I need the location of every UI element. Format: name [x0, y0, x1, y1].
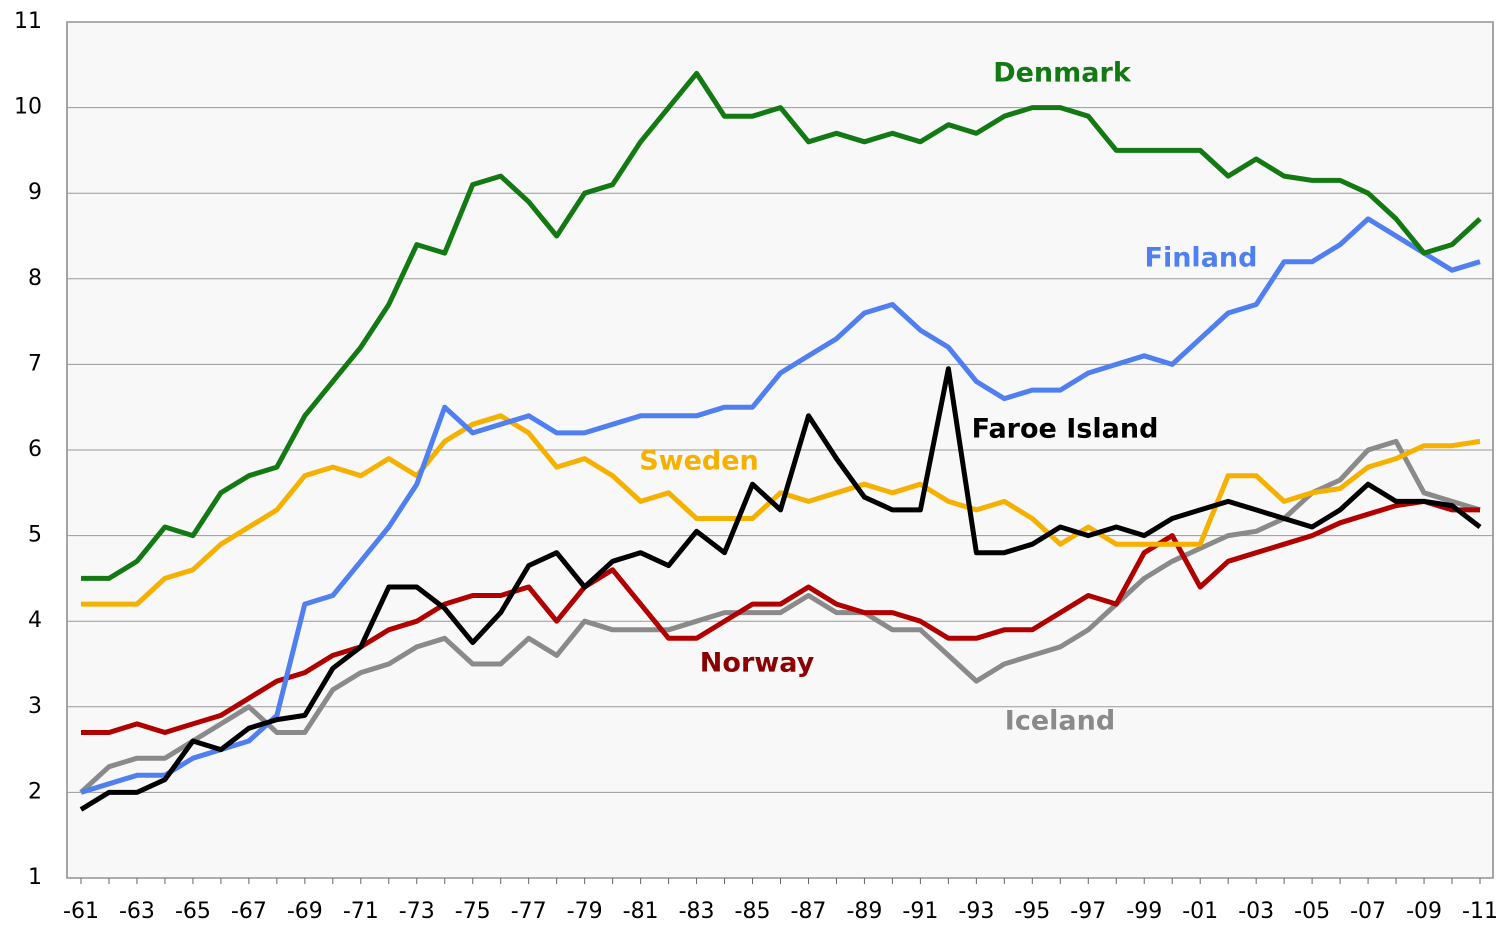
x-tick-label: -97	[1070, 899, 1106, 924]
y-tick-label: 9	[28, 180, 42, 205]
x-tick-label: -91	[902, 899, 938, 924]
x-tick-label: -67	[231, 899, 267, 924]
series-label: Sweden	[639, 446, 759, 477]
x-tick-label: -03	[1238, 899, 1274, 924]
x-tick-label: -63	[119, 899, 155, 924]
x-tick-label: -11	[1462, 899, 1498, 924]
x-tick-label: -01	[1182, 899, 1218, 924]
x-tick-label: -07	[1350, 899, 1386, 924]
x-tick-label: -99	[1126, 899, 1162, 924]
x-tick-label: -09	[1406, 899, 1442, 924]
series-label: Norway	[700, 648, 815, 679]
series-label: Faroe Island	[972, 414, 1159, 445]
y-tick-label: 4	[28, 608, 42, 633]
x-tick-label: -73	[399, 899, 435, 924]
series-line	[79, 366, 1482, 812]
x-tick-label: -69	[287, 899, 323, 924]
x-tick-label: -95	[1014, 899, 1050, 924]
series-line	[81, 413, 1481, 607]
y-tick-label: 10	[14, 95, 42, 120]
x-tick-label: -83	[679, 899, 715, 924]
series-line	[81, 498, 1480, 735]
x-tick-label: -87	[791, 899, 827, 924]
y-tick-label: 3	[28, 694, 42, 719]
x-tick-label: -93	[958, 899, 994, 924]
series-label: Iceland	[1005, 706, 1115, 737]
y-tick-label: 7	[28, 351, 42, 376]
y-tick-label: 2	[28, 779, 42, 804]
y-tick-label: 11	[14, 9, 42, 34]
y-tick-label: 1	[28, 865, 42, 890]
series-line	[79, 438, 1481, 795]
series-line	[81, 70, 1482, 581]
x-tick-label: -77	[511, 899, 547, 924]
y-tick-label: 6	[28, 437, 42, 462]
series-label: Denmark	[993, 58, 1132, 89]
y-tick-label: 5	[28, 523, 42, 548]
x-tick-label: -81	[623, 899, 659, 924]
series-label: Finland	[1145, 243, 1258, 274]
x-tick-label: -89	[846, 899, 882, 924]
x-tick-label: -61	[63, 899, 99, 924]
x-tick-label: -05	[1294, 899, 1330, 924]
x-tick-label: -65	[175, 899, 211, 924]
y-tick-label: 8	[28, 266, 42, 291]
x-tick-label: -79	[567, 899, 603, 924]
series-line	[80, 216, 1481, 795]
x-tick-label: -71	[343, 899, 379, 924]
x-tick-label: -85	[735, 899, 771, 924]
x-tick-label: -75	[455, 899, 491, 924]
